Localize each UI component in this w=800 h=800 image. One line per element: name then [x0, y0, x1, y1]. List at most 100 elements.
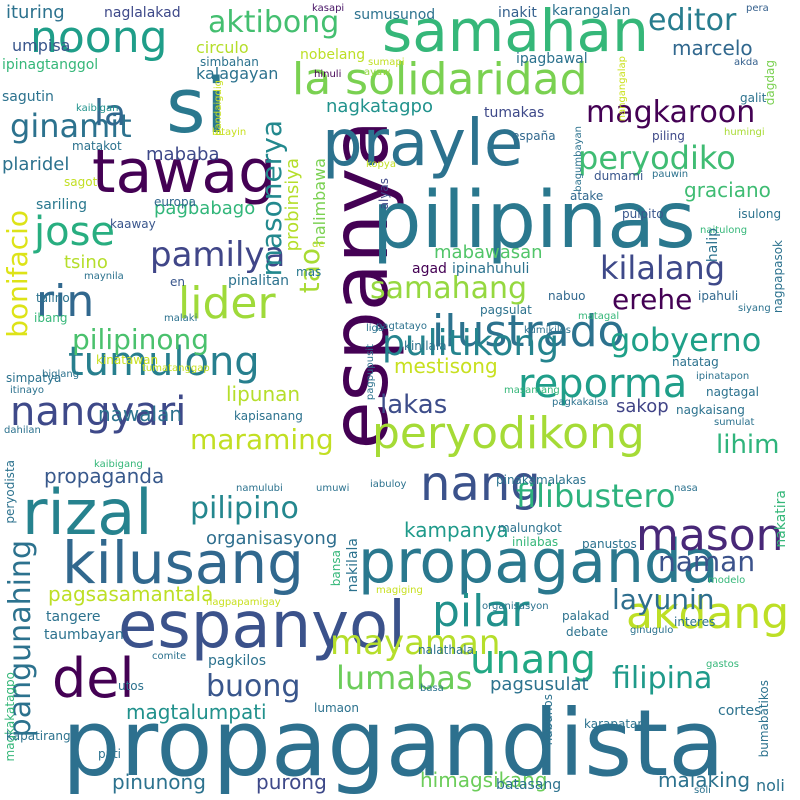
- word: filipina: [612, 661, 713, 696]
- word: nasa: [674, 483, 698, 494]
- word: bansa: [329, 550, 343, 587]
- word: magtalumpati: [126, 700, 267, 724]
- word: mason: [636, 510, 784, 561]
- word: biglang: [42, 369, 80, 380]
- word: liga: [366, 323, 385, 334]
- word: ipahuli: [698, 289, 739, 303]
- word: akdang: [626, 588, 790, 639]
- word: sagutin: [2, 89, 54, 105]
- word: nabuhos: [541, 694, 555, 746]
- word: magiging: [376, 585, 423, 596]
- word: organisasyong: [206, 528, 338, 549]
- word: graciano: [684, 178, 771, 202]
- word: akda: [734, 57, 759, 68]
- word: ilustrado: [432, 306, 625, 357]
- word: gastos: [706, 659, 739, 670]
- word: tumakas: [484, 105, 545, 121]
- word: nangyari: [10, 389, 187, 435]
- word: rizal: [22, 476, 153, 549]
- word: nakatira: [773, 490, 789, 548]
- word: malaki: [164, 313, 198, 324]
- word: mayaman: [330, 623, 501, 663]
- word: namulubi: [236, 483, 283, 494]
- word: marcelo: [672, 36, 753, 60]
- word: malungkot: [498, 521, 562, 535]
- word: nobelang: [300, 47, 366, 63]
- word: nagkatagpo: [326, 96, 433, 117]
- word: bitayin: [212, 127, 247, 138]
- word: batasang: [496, 777, 562, 793]
- word: pamilya: [150, 235, 286, 275]
- word: kinatawan: [96, 353, 159, 367]
- word: lipunan: [226, 382, 301, 406]
- word: basa: [420, 683, 444, 694]
- word: pagkilos: [208, 653, 267, 669]
- word: soli: [694, 785, 711, 796]
- word: la solidaridad: [292, 54, 588, 105]
- word: nawalan: [98, 402, 183, 426]
- word: alyas: [377, 178, 391, 210]
- word: pati: [98, 747, 122, 761]
- word: samahan: [382, 0, 649, 65]
- word: ginugulo: [630, 625, 674, 636]
- word: ipinagtanggol: [2, 57, 99, 73]
- word: galit: [740, 91, 767, 105]
- word: nagtagal: [706, 385, 759, 399]
- word: nakilala: [345, 538, 361, 593]
- word: propagandista: [62, 690, 725, 797]
- word: kapisanang: [234, 409, 303, 423]
- word: matagal: [578, 311, 620, 322]
- word: kasapi: [312, 3, 345, 14]
- word: siyang: [738, 303, 771, 314]
- word: kaaway: [110, 217, 156, 231]
- word: kilusang: [62, 529, 304, 597]
- word: pulpito: [622, 207, 664, 221]
- word: maynila: [84, 271, 124, 282]
- word: magkakatagpo: [3, 672, 17, 762]
- word: interes: [674, 615, 716, 629]
- word: magkaroon: [586, 95, 756, 130]
- word: sumusunod: [354, 7, 436, 23]
- word: unang: [470, 637, 596, 683]
- word: panustos: [582, 537, 637, 551]
- word: umpisa: [12, 36, 71, 55]
- word: talino: [36, 291, 70, 305]
- word: circulo: [196, 38, 249, 57]
- word: karapatan: [584, 717, 646, 731]
- word: de: [312, 239, 325, 250]
- word: filibustero: [516, 477, 676, 515]
- word: peryodista: [3, 460, 17, 524]
- word: pera: [746, 3, 769, 14]
- word: prayle: [322, 107, 524, 181]
- word: kopya: [366, 159, 396, 170]
- word: nang: [420, 456, 541, 512]
- word: karangalan: [552, 3, 631, 19]
- word: peryodiko: [578, 139, 736, 177]
- word: kilalang: [600, 249, 726, 287]
- word: si: [166, 61, 227, 150]
- word: tawag: [92, 137, 277, 207]
- word: pagsasamantala: [48, 582, 214, 606]
- word: pinalitan: [228, 273, 289, 289]
- word: lumaon: [314, 701, 359, 715]
- word: maraming: [190, 423, 334, 456]
- word: jose: [34, 209, 116, 255]
- word: bagumbayan: [573, 126, 584, 192]
- word: humingi: [724, 127, 765, 138]
- word: pulitikong: [382, 323, 560, 364]
- word: isulong: [738, 207, 782, 221]
- word: kalagayan: [196, 64, 279, 83]
- word: naman: [658, 545, 756, 578]
- word: pagsulat: [480, 303, 532, 317]
- word: ipinahuhuli: [452, 261, 530, 277]
- word: pagtatayo: [376, 321, 427, 332]
- word: nagpapamigay: [206, 597, 281, 608]
- word: pauwin: [652, 169, 689, 180]
- word: rin: [36, 276, 95, 327]
- word: purong: [256, 770, 327, 794]
- word: la: [94, 93, 127, 134]
- word: kaibigang: [94, 459, 143, 470]
- word: en: [170, 275, 185, 289]
- word: agad: [412, 261, 447, 277]
- word: palakad: [562, 609, 610, 623]
